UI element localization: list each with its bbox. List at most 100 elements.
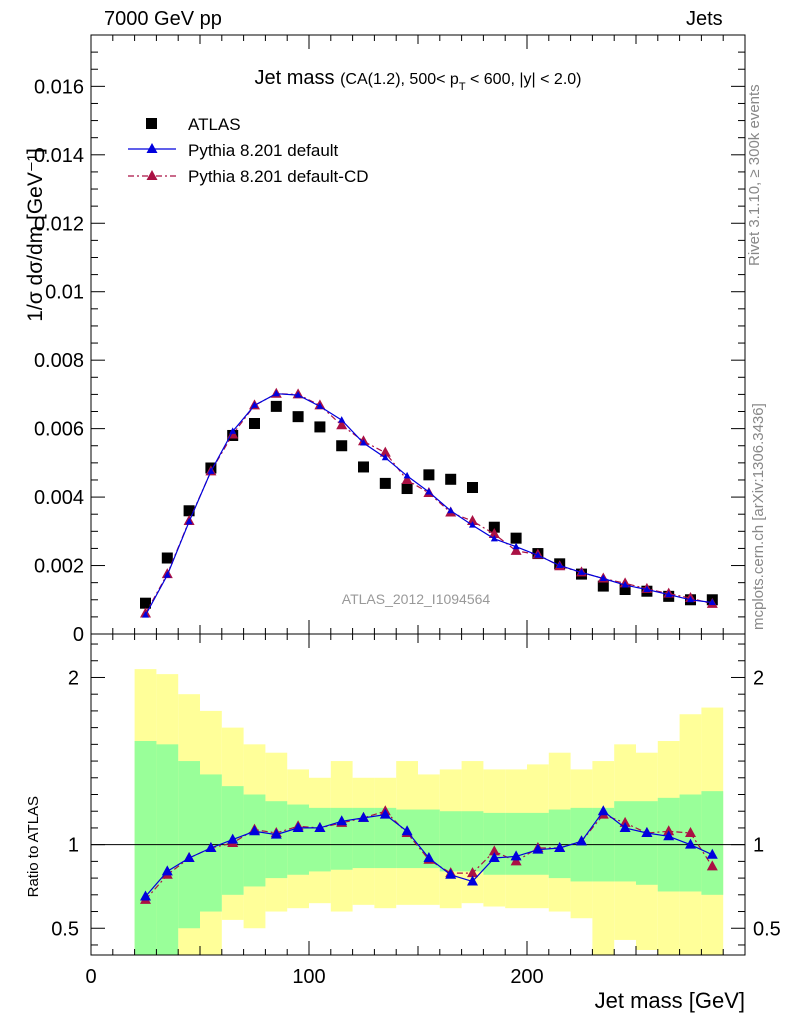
analysis-watermark: ATLAS_2012_I1094564 <box>342 591 491 607</box>
mc1-point <box>556 561 564 569</box>
ratio-mc1-point <box>227 833 239 844</box>
ratio-series-mc1 <box>140 805 718 901</box>
mc1-point <box>687 595 694 603</box>
mc2-point <box>401 473 413 484</box>
x-tick-label: 100 <box>292 966 325 988</box>
ratio-mc2-point <box>706 860 718 871</box>
atlas-point <box>314 421 326 433</box>
x-axis-label: Jet mass [GeV] <box>595 988 745 1013</box>
ratio-mc1-point <box>314 821 326 832</box>
ratio-mc1-point <box>706 848 718 859</box>
mc2-line <box>144 393 713 614</box>
ratio-mc1-point <box>467 875 478 886</box>
mc1-point <box>207 467 215 474</box>
ratio-mc1-point <box>488 852 500 863</box>
y-tick-label: 0.004 <box>34 487 84 509</box>
ratio-mc1-point <box>532 843 544 854</box>
ratio-mc1-point <box>663 830 675 841</box>
mc1-point <box>578 568 585 575</box>
band-inner-bin <box>636 801 658 885</box>
ratio-y-axis-label: Ratio to ATLAS <box>25 796 42 897</box>
mc1-point <box>338 416 346 423</box>
atlas-point <box>161 552 173 564</box>
band-inner-bin <box>439 811 462 872</box>
atlas-point <box>379 477 391 489</box>
ratio-mc2-point <box>663 825 675 836</box>
ratio-y-tick-label-right: 0.5 <box>753 918 781 940</box>
chart-title: Jet mass (CA(1.2), 500< pT < 600, |y| < … <box>255 67 582 93</box>
mc1-point <box>251 401 258 408</box>
legend-mc1-marker <box>146 143 158 153</box>
atlas-point <box>423 469 435 481</box>
y-tick-label: 0.002 <box>34 556 84 578</box>
mc1-point <box>534 551 542 558</box>
atlas-point <box>401 483 413 495</box>
band-inner-bin <box>396 809 418 869</box>
y-tick-label: 0.006 <box>34 419 84 441</box>
mc1-point <box>490 534 498 542</box>
atlas-point <box>619 584 631 596</box>
ratio-mc1-point <box>336 815 348 826</box>
y-tick-label: 0.014 <box>34 145 84 167</box>
band-inner-bin <box>287 804 309 875</box>
ratio-mc1-point <box>685 838 696 849</box>
legend-atlas-marker <box>146 118 157 129</box>
legend-mc2-label: Pythia 8.201 default-CD <box>188 167 369 186</box>
atlas-point <box>597 580 609 592</box>
series-atlas <box>140 400 718 609</box>
ratio-y-tick-label-right: 1 <box>753 835 764 857</box>
chart-title-main: Jet mass <box>255 67 341 89</box>
ratio-mc1-point <box>205 842 217 852</box>
band-inner-bin <box>374 807 397 869</box>
mc1-point <box>185 517 193 525</box>
ratio-mc1-point <box>358 811 369 822</box>
atlas-point <box>488 521 500 533</box>
atlas-point <box>445 473 457 485</box>
mc2-point <box>379 446 391 457</box>
ratio-mc2-point <box>488 845 500 856</box>
x-tick-label: 200 <box>510 966 543 988</box>
mc1-point <box>447 506 455 514</box>
ratio-mc2-point <box>467 867 478 878</box>
ratio-mc1-point <box>249 825 260 836</box>
x-tick-label: 0 <box>85 966 96 988</box>
mc1-point <box>643 585 651 593</box>
band-inner-bin <box>309 807 331 872</box>
atlas-point <box>140 597 151 609</box>
atlas-point <box>510 532 522 544</box>
ratio-mc1-point <box>619 821 631 832</box>
y-tick-label: 0.016 <box>34 76 84 98</box>
mc2-point <box>488 528 500 539</box>
mc1-point <box>665 590 673 598</box>
y-tick-label: 0 <box>73 624 84 646</box>
ratio-mc1-point <box>641 826 653 837</box>
ratio-mc1-point <box>401 825 413 836</box>
axis-ticks <box>90 34 745 955</box>
band-inner-bin <box>243 794 266 887</box>
atlas-point <box>336 440 348 452</box>
legend: ATLAS Pythia 8.201 default Pythia 8.201 de… <box>128 115 369 186</box>
band-inner-bin <box>134 741 157 955</box>
ratio-mc1-point <box>270 828 282 839</box>
uncertainty-bands <box>134 669 724 955</box>
band-inner-bin <box>156 744 179 955</box>
band-inner-bin <box>483 812 506 875</box>
ratio-mc1-point <box>576 835 587 846</box>
mc1-point <box>163 571 171 578</box>
mc1-point <box>294 391 302 398</box>
y-axis-label: 1/σ dσ/dm [GeV⁻¹] <box>24 148 47 322</box>
band-inner-bin <box>614 801 636 882</box>
ratio-mc2-point <box>685 826 696 837</box>
tick-labels: 0 0.002 0.004 0.006 0.008 0.01 0.012 0.014 0.016… <box>34 76 781 988</box>
ratio-y-tick-label: 2 <box>68 667 79 689</box>
atlas-point <box>358 461 369 473</box>
header-left: 7000 GeV pp <box>104 8 222 30</box>
atlas-point <box>183 505 195 517</box>
atlas-point <box>467 482 478 494</box>
ratio-mc1-point <box>597 805 609 816</box>
mc1-point <box>403 471 411 479</box>
ratio-mc1-point <box>161 865 173 876</box>
ratio-mc1-point <box>292 821 304 832</box>
band-inner-bin <box>265 801 288 879</box>
